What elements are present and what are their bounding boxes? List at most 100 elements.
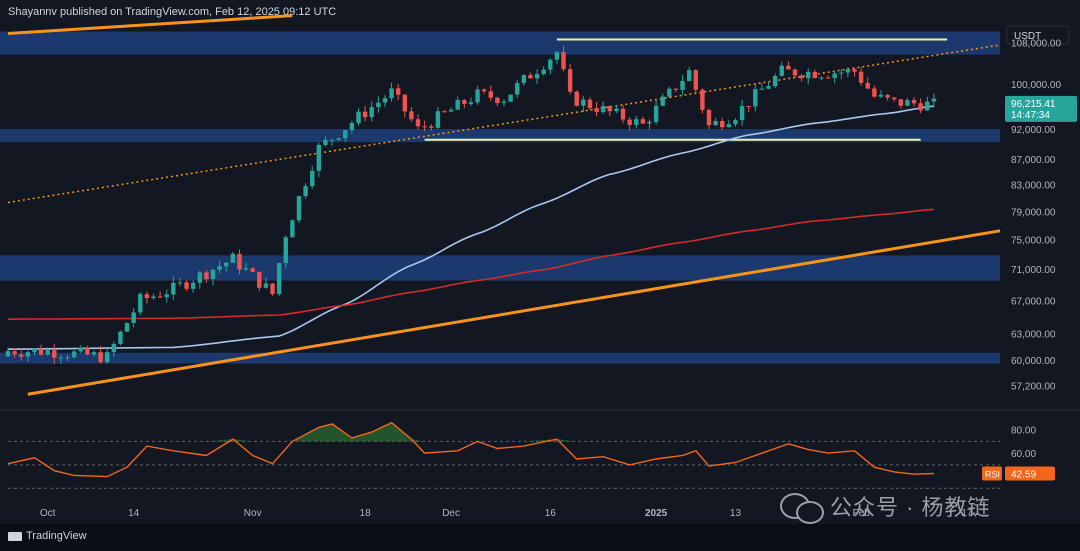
candle <box>435 106 441 129</box>
candle <box>78 345 83 353</box>
candle-body <box>700 89 705 110</box>
candle <box>52 344 57 365</box>
candle <box>310 166 315 189</box>
time-tick: 18 <box>360 508 372 519</box>
candle <box>634 115 639 129</box>
candle <box>91 349 97 357</box>
candle <box>429 124 434 131</box>
candle-body <box>105 352 110 363</box>
candle-body <box>415 119 421 127</box>
candle-body <box>85 347 90 355</box>
last-price-value: 96,215.41 <box>1011 99 1056 110</box>
candle-body <box>819 77 824 79</box>
price-tick: 100,000.00 <box>1011 80 1061 91</box>
candle-body <box>435 111 441 128</box>
candle <box>45 347 50 356</box>
candle-body <box>184 282 189 289</box>
candle <box>144 291 150 304</box>
candle <box>911 97 917 107</box>
watermark-text: 公众号 · 杨教链 <box>830 495 991 520</box>
candle-body <box>739 105 745 121</box>
currency-label: USDT <box>1006 25 1070 45</box>
candle-body <box>673 88 679 90</box>
candle <box>197 270 202 290</box>
candle <box>925 96 930 111</box>
tradingview-logo: TradingView <box>8 530 87 542</box>
candle <box>442 110 447 113</box>
candle-body <box>693 70 698 90</box>
candle-body <box>5 351 11 357</box>
candle-body <box>898 99 903 106</box>
candle-body <box>891 97 897 100</box>
candle <box>343 129 348 143</box>
rsi-tick: 60.00 <box>1011 449 1036 460</box>
candle <box>753 83 758 112</box>
candle <box>733 118 738 127</box>
candle <box>786 61 791 70</box>
candle <box>653 99 659 125</box>
candle-body <box>303 186 308 197</box>
rsi-overbought-fill <box>351 432 372 442</box>
time-tick: Oct <box>40 508 56 519</box>
candle <box>594 102 599 117</box>
candle-body <box>746 105 751 107</box>
candle <box>581 95 586 113</box>
candle-body <box>230 253 236 263</box>
candle <box>620 105 626 124</box>
candle <box>812 69 818 79</box>
candle-body <box>806 71 811 79</box>
candle-body <box>323 140 328 145</box>
candle <box>210 269 216 286</box>
candle-body <box>799 75 804 79</box>
candle <box>686 66 692 82</box>
candle-body <box>488 91 493 98</box>
candle <box>131 307 136 328</box>
candle-body <box>362 111 368 118</box>
candle-body <box>336 138 341 140</box>
candle <box>65 354 70 362</box>
candle-body <box>713 121 718 126</box>
candle <box>157 291 163 298</box>
candle <box>931 93 937 108</box>
candle <box>587 97 593 111</box>
candle <box>779 61 784 77</box>
candle <box>402 94 407 118</box>
last-price-countdown: 14:47:34 <box>1011 110 1050 121</box>
candle-body <box>594 108 599 113</box>
candle-body <box>872 88 877 97</box>
candle-body <box>111 343 117 353</box>
candle-body <box>832 73 837 79</box>
channel-line-1 <box>27 229 1001 396</box>
candle-body <box>343 130 348 139</box>
zone-3 <box>0 352 1000 364</box>
candle-body <box>349 123 355 131</box>
candle <box>521 74 527 86</box>
candle <box>376 96 381 113</box>
candle <box>118 330 123 346</box>
candle <box>858 67 864 86</box>
wechat-watermark: 公众号 · 杨教链 <box>780 490 991 524</box>
candle <box>515 80 520 99</box>
candle <box>792 68 798 78</box>
candle-body <box>759 88 765 90</box>
candle-body <box>65 357 70 359</box>
candle-body <box>157 296 163 298</box>
rsi-overbought-fill <box>206 439 233 442</box>
candle <box>799 73 804 82</box>
candle-body <box>217 266 222 270</box>
footer-bar: TradingView <box>0 524 1080 551</box>
candle-body <box>581 99 586 106</box>
candle-body <box>528 75 533 79</box>
candle <box>905 97 910 106</box>
candle <box>680 74 685 96</box>
candle-body <box>772 75 778 87</box>
candle-body <box>243 268 249 270</box>
candle <box>885 94 890 101</box>
support-resistance-zones <box>0 31 1000 364</box>
candle-body <box>481 89 487 92</box>
candle <box>217 260 222 274</box>
time-tick: 14 <box>128 508 140 519</box>
candle-body <box>601 106 606 113</box>
candle-body <box>885 94 890 98</box>
